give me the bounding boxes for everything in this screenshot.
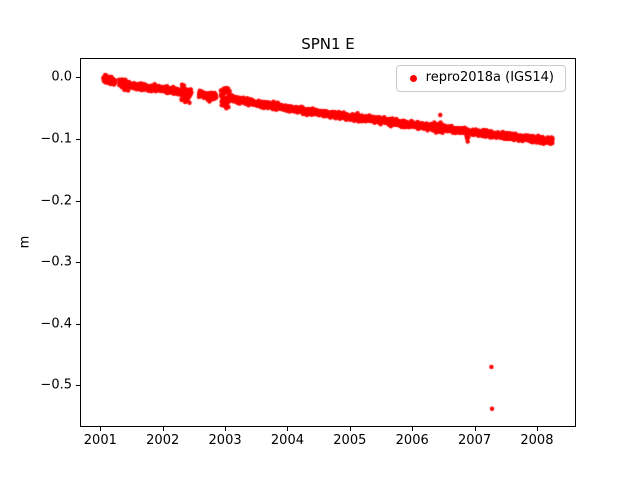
y-tick-label: −0.4 bbox=[40, 316, 72, 332]
x-tick-mark bbox=[474, 427, 476, 431]
x-tick-label: 2002 bbox=[146, 433, 180, 448]
y-axis-label: m bbox=[17, 235, 33, 249]
y-tick-mark bbox=[76, 139, 80, 141]
x-tick-label: 2006 bbox=[395, 433, 429, 448]
x-tick-mark bbox=[100, 427, 102, 431]
x-tick-label: 2004 bbox=[270, 433, 304, 448]
y-tick-mark bbox=[76, 262, 80, 264]
y-tick-mark bbox=[76, 200, 80, 202]
x-tick-mark bbox=[536, 427, 538, 431]
legend-dot-marker bbox=[409, 74, 417, 82]
x-tick-mark bbox=[225, 427, 227, 431]
y-tick-mark bbox=[76, 385, 80, 387]
x-tick-mark bbox=[412, 427, 414, 431]
y-tick-mark bbox=[76, 323, 80, 325]
legend: repro2018a (IGS14) bbox=[395, 65, 566, 92]
x-tick-label: 2008 bbox=[520, 433, 554, 448]
y-tick-label: −0.5 bbox=[40, 377, 72, 393]
chart-title: SPN1 E bbox=[301, 35, 355, 53]
x-tick-mark bbox=[162, 427, 164, 431]
x-tick-label: 2007 bbox=[458, 433, 492, 448]
x-tick-mark bbox=[287, 427, 289, 431]
x-tick-mark bbox=[349, 427, 351, 431]
y-tick-label: −0.1 bbox=[40, 131, 72, 147]
y-tick-label: −0.3 bbox=[40, 254, 72, 270]
y-tick-mark bbox=[76, 77, 80, 79]
scatter-points-canvas bbox=[81, 59, 575, 426]
x-tick-label: 2001 bbox=[83, 433, 117, 448]
x-tick-label: 2003 bbox=[208, 433, 242, 448]
y-tick-label: 0.0 bbox=[51, 69, 72, 85]
plot-area: repro2018a (IGS14) bbox=[80, 58, 576, 427]
y-tick-label: −0.2 bbox=[40, 193, 72, 209]
legend-series-label: repro2018a (IGS14) bbox=[425, 70, 554, 85]
x-tick-label: 2005 bbox=[333, 433, 367, 448]
